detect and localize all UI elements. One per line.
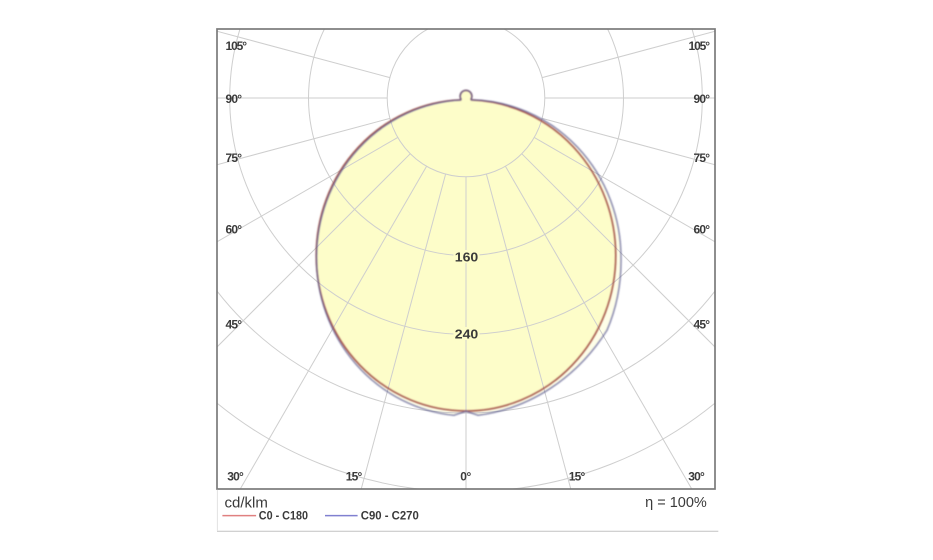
svg-text:90°: 90°	[694, 92, 711, 106]
svg-text:105°: 105°	[226, 39, 248, 53]
svg-text:75°: 75°	[694, 151, 711, 165]
svg-text:75°: 75°	[226, 151, 243, 165]
svg-text:160: 160	[455, 250, 479, 265]
svg-text:45°: 45°	[226, 318, 243, 332]
svg-text:90°: 90°	[226, 92, 243, 106]
svg-text:60°: 60°	[694, 223, 711, 237]
svg-text:0°: 0°	[460, 469, 471, 483]
svg-text:cd/klm: cd/klm	[225, 494, 268, 511]
svg-text:15°: 15°	[569, 469, 586, 483]
svg-text:105°: 105°	[689, 39, 711, 53]
svg-text:η = 100%: η = 100%	[645, 495, 707, 511]
svg-text:60°: 60°	[226, 223, 243, 237]
svg-text:45°: 45°	[694, 318, 711, 332]
svg-text:240: 240	[455, 327, 479, 342]
svg-text:15°: 15°	[346, 469, 363, 483]
svg-text:30°: 30°	[688, 469, 705, 483]
svg-text:C0 - C180: C0 - C180	[259, 511, 308, 523]
svg-text:C90 - C270: C90 - C270	[361, 511, 419, 523]
svg-text:30°: 30°	[227, 469, 244, 483]
